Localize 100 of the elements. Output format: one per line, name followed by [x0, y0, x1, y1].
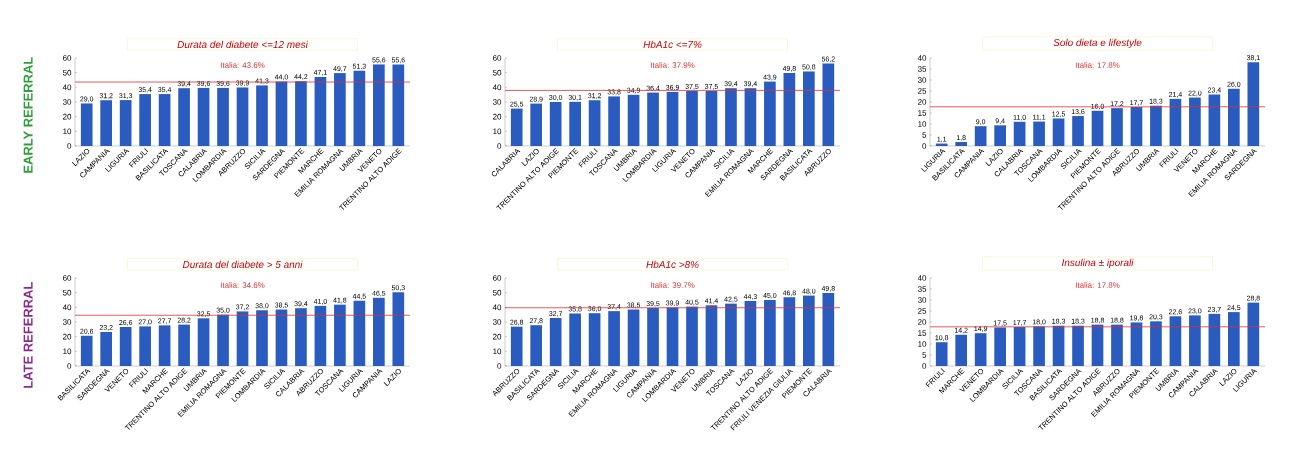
bar	[764, 81, 776, 146]
bar	[1247, 62, 1260, 146]
bar	[1111, 108, 1123, 146]
bar	[510, 326, 523, 366]
bar	[994, 125, 1006, 146]
bar	[510, 108, 523, 146]
bar	[314, 76, 327, 146]
bar	[994, 327, 1006, 366]
bar	[1150, 105, 1162, 146]
bar	[955, 142, 968, 146]
bar	[608, 96, 620, 146]
bar	[569, 313, 581, 366]
bar	[1052, 118, 1065, 146]
bar	[353, 70, 366, 146]
bar	[178, 324, 190, 366]
bar	[549, 318, 562, 366]
bar	[295, 308, 307, 366]
bar	[935, 342, 948, 366]
bar	[705, 90, 718, 146]
text: EARLY REFERRAL	[23, 57, 33, 173]
bar	[783, 297, 796, 366]
bar	[1072, 116, 1084, 146]
bar	[783, 72, 796, 146]
chart-title: Durata del diabete > 5 anni	[182, 260, 303, 269]
bar	[588, 100, 601, 146]
bar	[1033, 121, 1045, 146]
bar	[803, 71, 815, 146]
bar	[725, 88, 737, 146]
bar	[236, 87, 249, 146]
bar	[236, 311, 249, 366]
bar	[1208, 94, 1221, 146]
bar	[764, 299, 776, 366]
bar	[1013, 121, 1026, 146]
bar	[197, 318, 210, 366]
bar	[686, 90, 698, 146]
bar	[1130, 322, 1143, 366]
bar	[80, 103, 93, 146]
chart-title: Durata del diabete <=12 mesi	[177, 40, 309, 49]
bar	[744, 88, 757, 146]
bar	[334, 73, 346, 146]
chart-title: HbA1c >8%	[646, 260, 699, 269]
bar	[530, 103, 543, 146]
bar	[158, 94, 171, 146]
bar	[1111, 324, 1123, 366]
bar	[217, 87, 229, 146]
bar	[353, 300, 366, 366]
bar	[256, 85, 268, 146]
bar	[1169, 98, 1182, 146]
bar	[100, 331, 113, 366]
bar	[647, 92, 659, 146]
bar	[373, 297, 385, 366]
bar	[1189, 97, 1201, 146]
bar	[705, 305, 718, 366]
bar	[822, 292, 835, 366]
bar	[549, 101, 562, 146]
text: LATE REFERRAL	[23, 282, 33, 388]
bar	[686, 306, 698, 366]
bar	[569, 101, 581, 146]
bar	[1228, 312, 1240, 366]
bar	[1169, 316, 1182, 366]
bar	[608, 311, 620, 366]
bar	[647, 308, 659, 366]
bar	[627, 94, 640, 146]
bar	[392, 64, 405, 146]
bar	[392, 292, 405, 366]
bar	[627, 309, 640, 366]
bar	[275, 81, 288, 146]
bar	[178, 88, 190, 146]
bar	[1091, 324, 1104, 366]
bar	[744, 301, 757, 366]
chart-title: Solo dieta e lifestyle	[1053, 38, 1142, 49]
bar	[955, 334, 968, 366]
bar	[314, 305, 327, 366]
bar	[334, 304, 346, 366]
bar	[139, 94, 151, 146]
bar	[1208, 313, 1221, 366]
bar	[666, 307, 679, 366]
bar	[100, 100, 113, 146]
bar	[588, 313, 601, 366]
bar	[256, 310, 268, 366]
bar	[80, 335, 93, 366]
chart-title: Insulina ± iporali	[1061, 258, 1134, 269]
bar	[822, 63, 835, 146]
bar	[275, 309, 288, 366]
bar	[725, 303, 737, 366]
bar	[217, 314, 229, 366]
bar	[1228, 88, 1240, 146]
bar	[666, 91, 679, 146]
bar	[295, 81, 307, 146]
bar	[530, 325, 543, 366]
bar	[1130, 107, 1143, 146]
bar	[1072, 325, 1084, 366]
bar	[974, 333, 987, 366]
bar	[1013, 327, 1026, 366]
bar	[119, 326, 132, 366]
chart-title: HbA1c <=7%	[643, 40, 702, 49]
bar	[1189, 315, 1201, 366]
bar	[373, 64, 385, 146]
bar	[1091, 110, 1104, 146]
bar	[139, 326, 151, 366]
